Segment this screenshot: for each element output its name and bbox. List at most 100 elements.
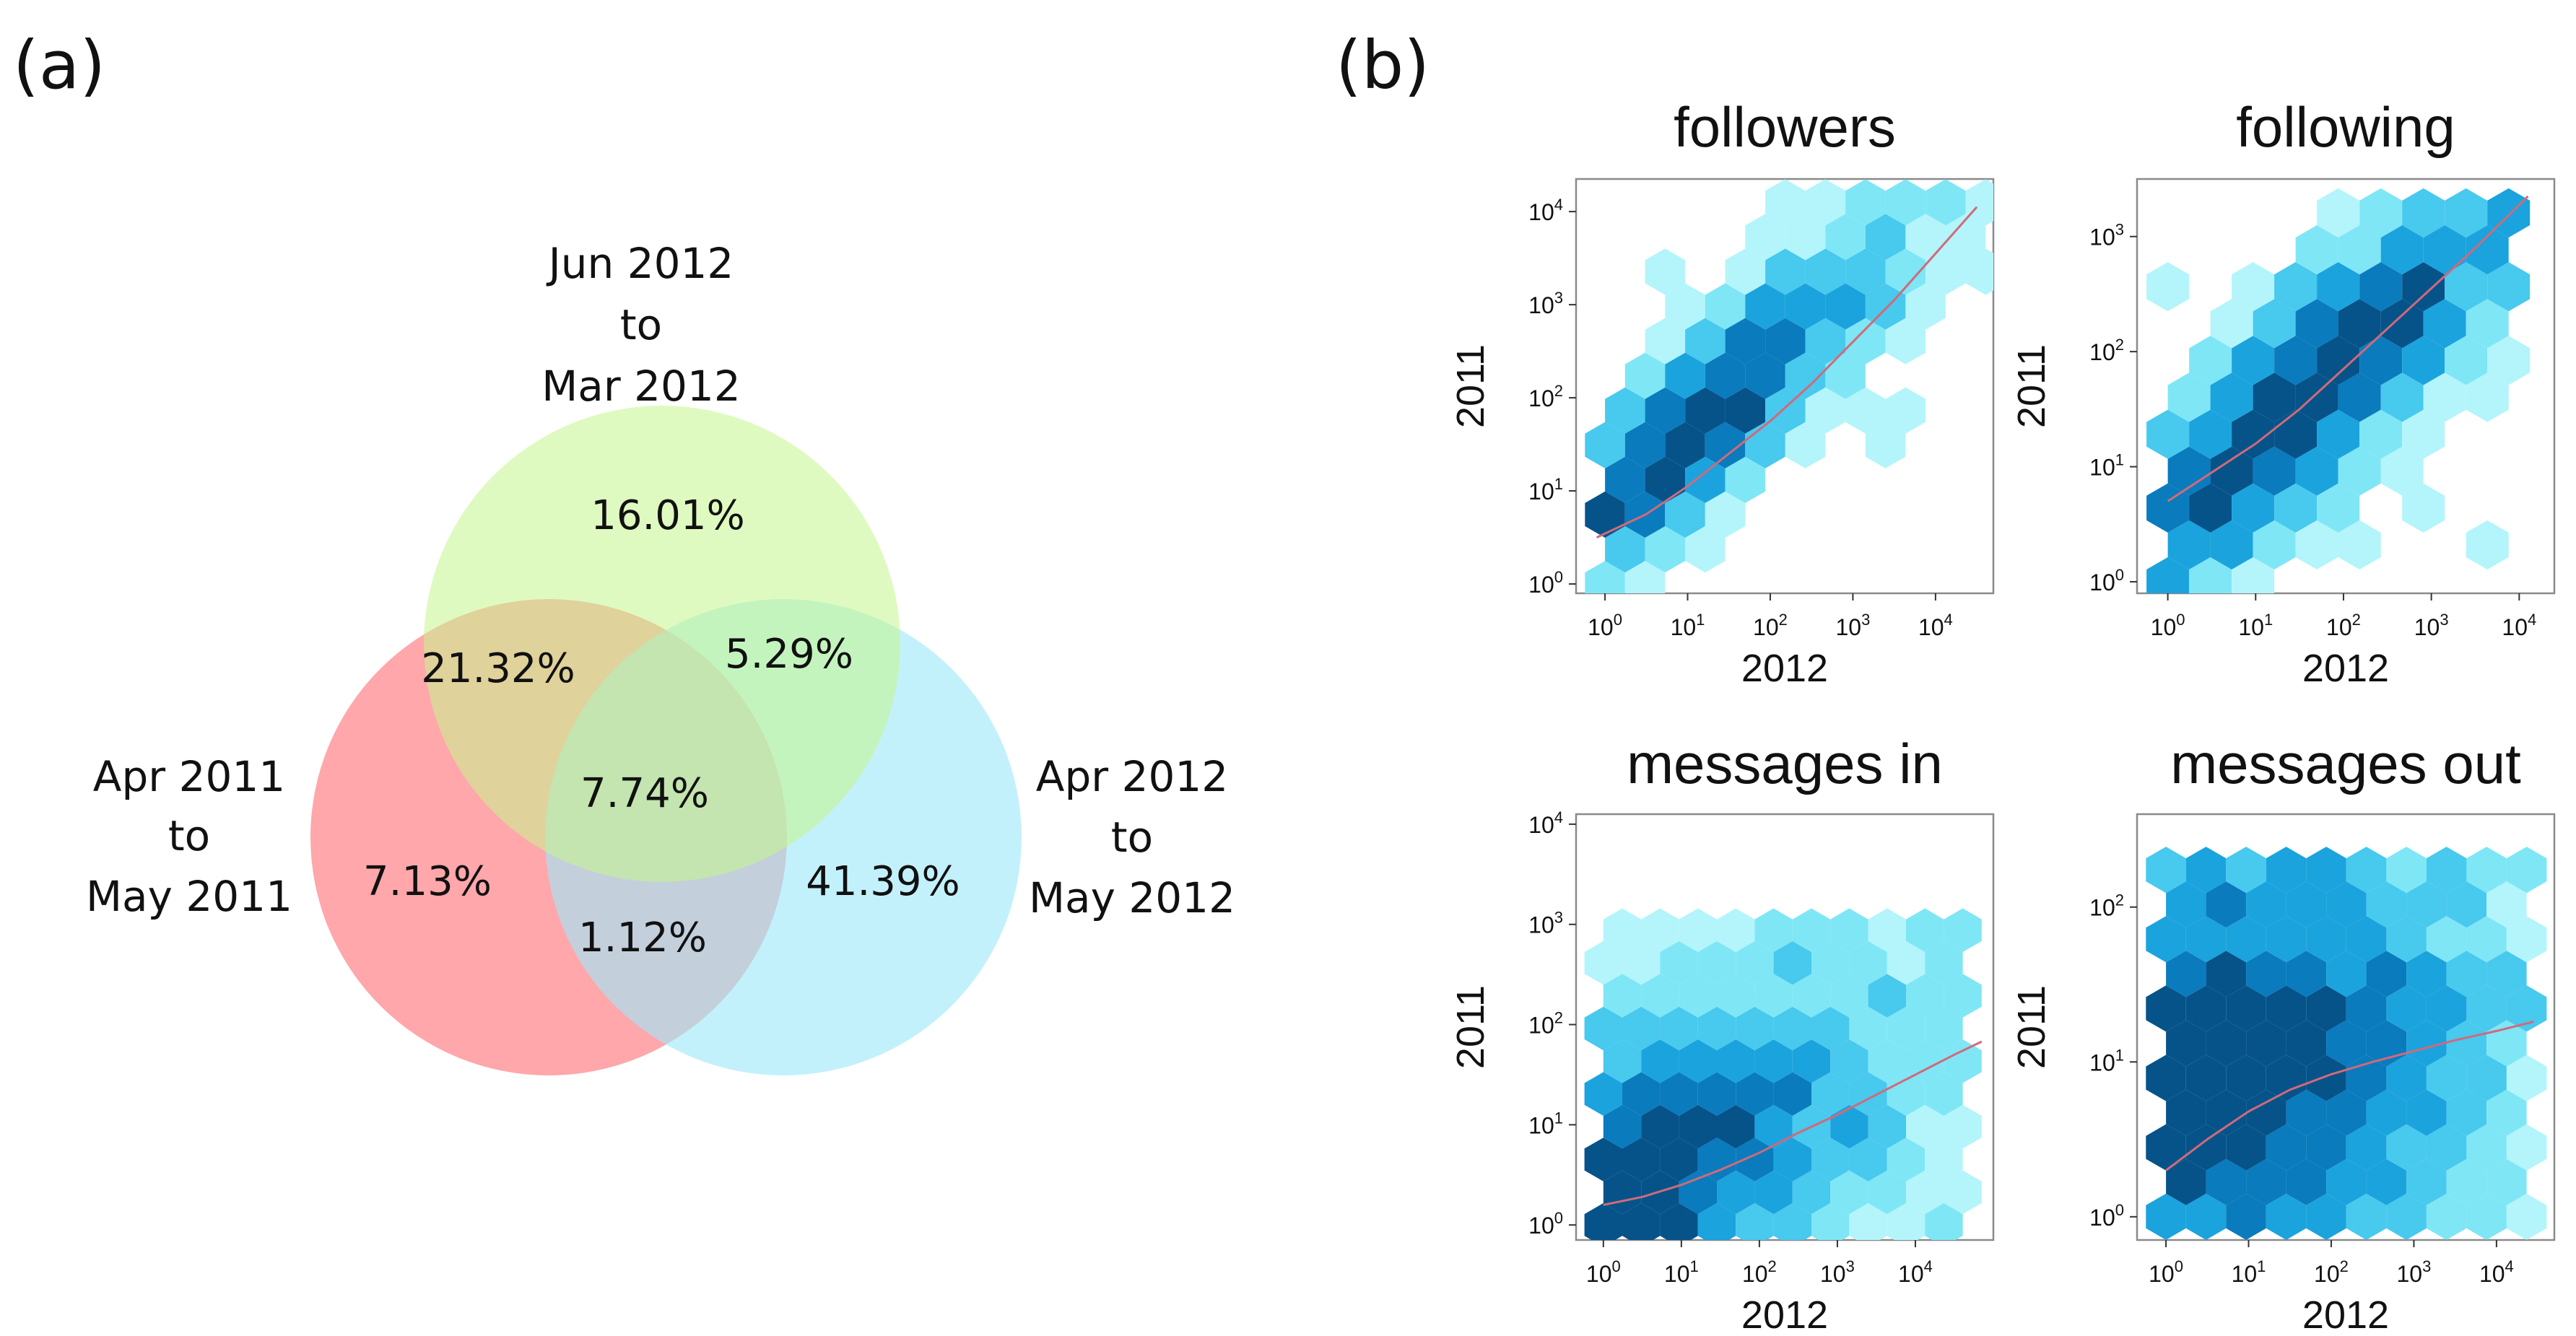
fit-line	[2165, 1021, 2534, 1171]
hexbin-cell	[1685, 526, 1726, 573]
hexbin-cell	[1868, 974, 1906, 1018]
hexbin-cell	[2146, 483, 2190, 533]
hexbin-cell	[1868, 1170, 1906, 1215]
hexbin-cell	[2402, 336, 2445, 385]
hexbin-cell	[1622, 1072, 1661, 1116]
hexbin-cell	[2246, 1020, 2286, 1067]
x-tick-label: 104	[1898, 1257, 1933, 1287]
hexbin-cell	[2338, 225, 2381, 275]
hexbin-cell	[1584, 1202, 1622, 1240]
hexbin-cell	[1705, 283, 1746, 330]
hexbin-cell	[2185, 1193, 2227, 1240]
hexbin-cell	[1736, 1138, 1774, 1182]
hexbin-cell	[1868, 908, 1906, 952]
hexbin-cell	[1925, 1138, 1963, 1182]
hexbin-cell	[1945, 214, 1986, 261]
hexbin-cell	[1622, 1006, 1661, 1051]
hexbin-cell	[2446, 1158, 2487, 1205]
hexbin-cell	[1660, 1006, 1698, 1051]
hexbin-cell	[2426, 985, 2467, 1032]
hexbin-cell	[2266, 1055, 2307, 1101]
venn-region-center: 7.74%	[580, 770, 709, 817]
hexbin-cell	[1736, 1006, 1774, 1051]
hexbin-cell	[1887, 1202, 1926, 1240]
hexbin-cell	[1845, 248, 1886, 295]
hexbin-cell	[2167, 446, 2211, 496]
hexbin-cell	[2306, 1193, 2346, 1240]
hexbin-cell	[2346, 847, 2387, 894]
hexbin-cell	[2210, 299, 2253, 349]
hexbin-cell	[1773, 1006, 1811, 1051]
hexbin-cell	[2366, 951, 2407, 997]
hexbin-cell	[1944, 908, 1982, 952]
hexbin-cell	[2295, 299, 2338, 349]
hexbin-cell	[1811, 1202, 1850, 1240]
hexbin-cell	[2380, 299, 2424, 349]
hexbin-cell	[2445, 188, 2488, 238]
hexbin-cells	[1585, 179, 1993, 593]
hexbin-cell	[2210, 372, 2253, 422]
hexbin-cell	[1585, 561, 1625, 593]
hexbin-cell	[1645, 526, 1686, 573]
hexbin-cell	[1665, 352, 1705, 399]
hexbin-cell	[1645, 456, 1686, 503]
hexbin-cell	[1811, 1006, 1850, 1051]
y-tick-label: 102	[2089, 891, 2124, 921]
hexbin-cell	[2486, 1089, 2527, 1136]
hexbin-cell	[2253, 520, 2296, 569]
hexbin-cell	[2295, 225, 2338, 275]
hexbin-cell	[1697, 940, 1736, 985]
hexbin-cell	[2167, 520, 2211, 569]
x-axis-label: 2012	[1741, 647, 1828, 690]
plot-title: messages in	[1627, 732, 1943, 795]
hexbin-cell	[1773, 1072, 1811, 1116]
hexbin-cell	[2286, 1158, 2327, 1205]
hexbin-cell	[1624, 422, 1666, 468]
hexbin-cell	[2306, 916, 2346, 963]
hexbin-cell	[2253, 372, 2296, 422]
hexbin-cell	[2486, 951, 2527, 997]
hexbin-cell	[1849, 1006, 1887, 1051]
hexbin-cell	[1785, 283, 1826, 330]
x-tick-label: 103	[1820, 1257, 1855, 1287]
hexbin-cell	[2286, 1089, 2327, 1136]
venn-label-top-line1: Jun 2012	[547, 239, 734, 288]
hexbin-cell	[2166, 951, 2206, 997]
hexbin-cell	[1725, 456, 1766, 503]
hexbin-cell	[2466, 916, 2507, 963]
hexbin-cell	[2359, 336, 2403, 385]
hexbin-cell	[2317, 483, 2360, 533]
hexbin-cell	[1679, 1104, 1717, 1149]
x-tick-label: 103	[2397, 1257, 2432, 1287]
hexbin-cell	[1665, 491, 1705, 538]
hexbin-cell	[2402, 409, 2445, 459]
y-tick-label: 101	[1528, 1109, 1563, 1138]
hexbin-cell	[1805, 248, 1846, 295]
hexbin-cell	[2446, 1020, 2487, 1067]
hexbin-cell	[1865, 422, 1906, 468]
y-axis-label: 2011	[2010, 985, 2053, 1069]
venn-region-top-only: 16.01%	[591, 492, 745, 539]
hexbin-cell	[1660, 1202, 1698, 1240]
venn-label-left-line2: to	[168, 811, 210, 860]
hexbin-cell	[1736, 940, 1774, 985]
hexbin-cell	[2366, 1158, 2407, 1205]
hexbin-cell	[1605, 387, 1645, 434]
hexbin-cell	[1585, 491, 1625, 538]
hexbin-cell	[1906, 908, 1944, 952]
hexbin-cell	[1697, 1138, 1736, 1182]
x-axis-label: 2012	[2302, 647, 2389, 690]
hexbin-cell	[2146, 1193, 2186, 1240]
hexbin-cell	[1745, 352, 1785, 399]
hexbin-cell	[2446, 1089, 2487, 1136]
hexbin-cell	[1584, 940, 1622, 985]
y-tick-label: 102	[2089, 336, 2124, 365]
hexbin-cell	[1605, 526, 1645, 573]
hexbin-cell	[2326, 951, 2367, 997]
hexbin-cell	[1603, 908, 1642, 952]
y-tick-label: 100	[1528, 568, 1563, 598]
hexbin-cell	[1785, 422, 1826, 468]
hexbin-cell	[1725, 248, 1766, 295]
hexbin-cell	[1885, 179, 1926, 226]
hexbin-cell	[2402, 483, 2445, 533]
